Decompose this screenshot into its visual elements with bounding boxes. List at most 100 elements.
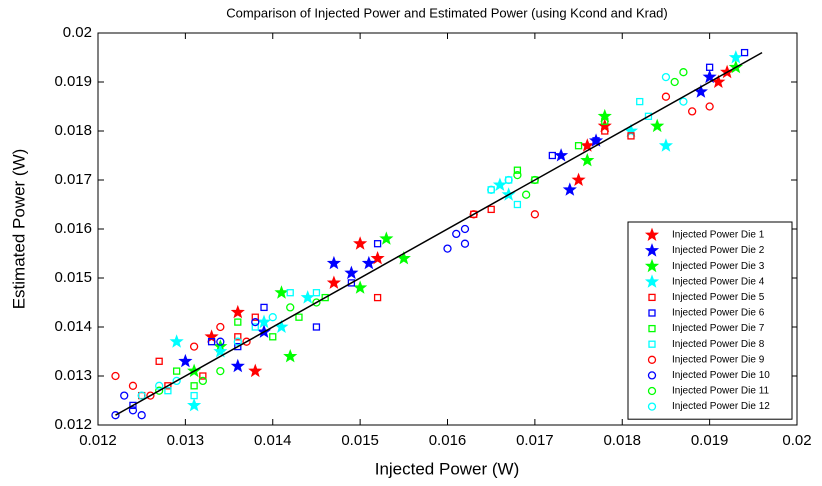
circle-marker <box>268 313 277 322</box>
circle-marker <box>233 337 242 346</box>
square-marker <box>601 127 609 135</box>
legend-label: Injected Power Die 9 <box>672 354 765 365</box>
square-marker <box>199 372 207 380</box>
star-marker <box>300 290 315 304</box>
chart-title: Comparison of Injected Power and Estimat… <box>226 5 668 20</box>
square-marker <box>574 142 583 150</box>
legend-label: Injected Power Die 11 <box>672 386 770 397</box>
square-marker <box>648 340 656 348</box>
star-marker <box>379 231 394 245</box>
square-marker <box>373 293 382 302</box>
fit-line <box>115 51 763 416</box>
circle-marker <box>521 190 531 199</box>
circle-marker <box>120 391 129 400</box>
y-tick-label: 0.016 <box>54 220 92 237</box>
square-marker <box>234 318 242 326</box>
circle-marker <box>216 366 225 376</box>
legend-label: Injected Power Die 4 <box>672 276 765 287</box>
star-marker <box>169 334 184 348</box>
y-tick-label: 0.02 <box>63 24 92 41</box>
square-marker <box>592 137 600 145</box>
circle-marker <box>661 72 671 82</box>
circle-marker <box>647 386 657 396</box>
square-marker <box>295 313 303 321</box>
circle-marker <box>513 170 522 180</box>
y-tick-label: 0.015 <box>54 269 92 286</box>
circle-marker <box>111 411 120 420</box>
star-marker <box>644 258 660 273</box>
legend-label: Injected Power Die 2 <box>672 245 765 256</box>
square-marker <box>548 151 556 160</box>
y-tick-label: 0.014 <box>54 318 92 335</box>
x-tick-label: 0.017 <box>516 432 554 449</box>
x-axis-label: Injected Power (W) <box>375 459 520 478</box>
star-marker <box>274 285 289 299</box>
x-tick-label: 0.015 <box>341 432 379 449</box>
star-marker <box>230 304 245 319</box>
legend-label: Injected Power Die 1 <box>672 230 765 241</box>
circle-marker <box>504 175 513 185</box>
x-tick-label: 0.013 <box>167 432 205 449</box>
star-marker <box>650 118 665 133</box>
circle-marker <box>189 342 199 351</box>
star-marker <box>283 348 298 363</box>
legend-label: Injected Power Die 6 <box>672 308 765 319</box>
circle-marker <box>460 239 470 248</box>
square-marker <box>269 333 277 341</box>
star-marker <box>702 69 717 84</box>
y-tick-label: 0.012 <box>54 416 92 433</box>
x-tick-label: 0.012 <box>79 432 117 449</box>
star-marker <box>326 275 341 289</box>
square-marker <box>705 63 714 71</box>
square-marker <box>627 132 635 140</box>
star-marker <box>492 177 507 191</box>
circle-marker <box>312 298 321 307</box>
square-marker <box>740 48 749 57</box>
y-tick-label: 0.017 <box>54 171 92 188</box>
star-marker <box>187 397 202 412</box>
circle-marker <box>679 68 688 77</box>
circle-marker <box>111 371 120 381</box>
square-marker <box>260 303 268 312</box>
legend-label: Injected Power Die 5 <box>672 292 765 303</box>
star-marker <box>644 227 660 242</box>
square-marker <box>487 205 495 214</box>
legend-label: Injected Power Die 12 <box>672 401 770 412</box>
star-marker <box>353 236 368 250</box>
square-marker <box>190 382 198 390</box>
square-marker <box>644 112 653 120</box>
square-marker <box>234 333 242 341</box>
star-marker <box>644 243 660 257</box>
circle-marker <box>286 303 295 312</box>
star-marker <box>370 250 385 265</box>
x-tick-label: 0.016 <box>429 432 467 449</box>
x-tick-label: 0.018 <box>603 432 641 449</box>
square-marker <box>648 309 656 317</box>
star-marker <box>256 314 272 329</box>
legend-label: Injected Power Die 8 <box>672 339 765 350</box>
square-marker <box>636 97 644 106</box>
legend: Injected Power Die 1 Injected Power Die 2… <box>627 221 793 420</box>
circle-marker <box>172 376 181 386</box>
circle-marker <box>242 337 251 346</box>
star-marker <box>658 138 673 152</box>
circle-marker <box>137 391 146 400</box>
circle-marker <box>705 102 714 111</box>
square-marker <box>155 357 163 365</box>
star-marker <box>571 172 586 187</box>
legend-label: Injected Power Die 10 <box>672 370 770 381</box>
circle-marker <box>661 92 671 101</box>
circle-marker <box>137 411 146 420</box>
star-marker <box>213 344 228 358</box>
square-marker <box>286 289 294 297</box>
star-marker <box>230 358 245 373</box>
star-marker <box>580 138 595 152</box>
star-marker <box>204 329 219 343</box>
circle-marker <box>460 224 470 234</box>
square-marker <box>321 293 329 302</box>
circle-marker <box>198 376 208 386</box>
square-marker <box>312 323 321 331</box>
square-marker <box>347 279 356 287</box>
circle-marker <box>452 229 461 239</box>
